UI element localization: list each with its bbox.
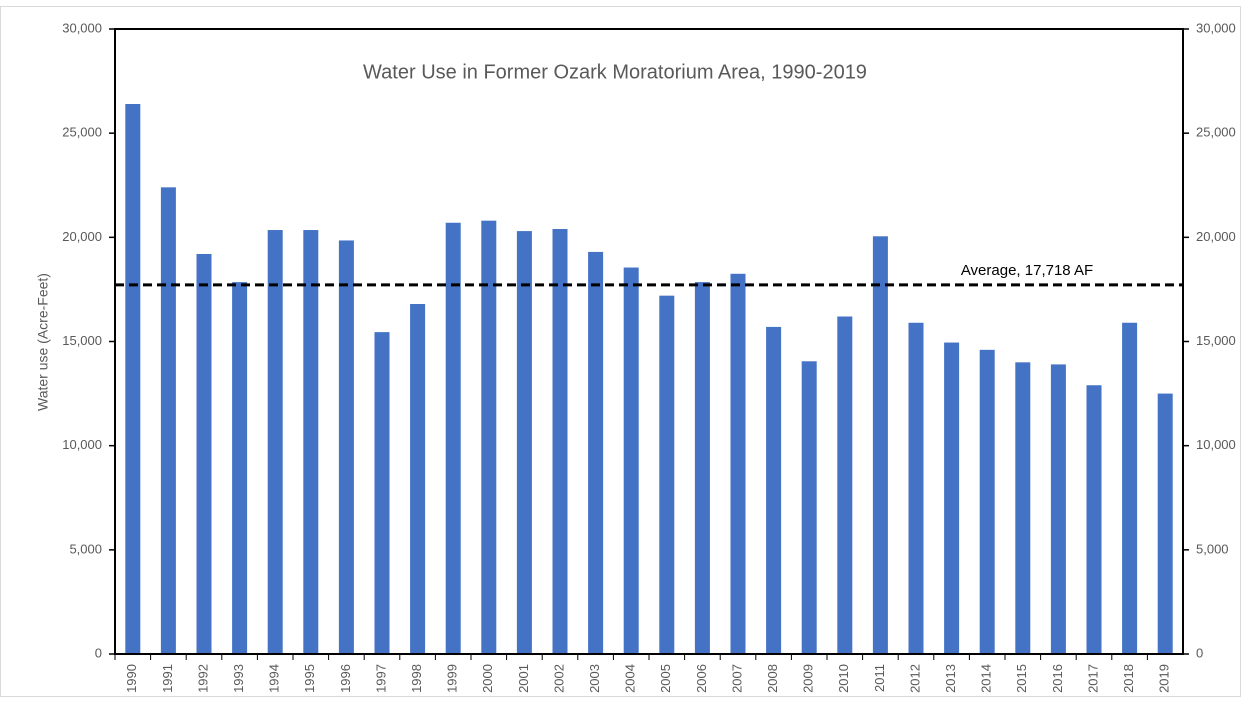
bar	[410, 304, 426, 654]
y-tick-label: 5,000	[69, 541, 102, 556]
x-tick-label: 2012	[907, 664, 922, 693]
bar	[979, 349, 995, 654]
y-tick-label: 10,000	[62, 437, 102, 452]
bar	[516, 231, 532, 655]
x-tick-label: 1999	[445, 664, 460, 693]
x-tick-label: 1993	[231, 664, 246, 693]
bar	[766, 326, 782, 654]
bar	[1015, 362, 1031, 654]
x-tick-label: 1996	[338, 664, 353, 693]
x-tick-label: 2001	[516, 664, 531, 693]
y-tick-label: 25,000	[62, 125, 102, 140]
y-axis-label: Water use (Acre-Feet)	[35, 273, 51, 411]
x-tick-label: 2004	[623, 664, 638, 693]
bar	[232, 282, 248, 654]
x-tick-label: 2000	[480, 664, 495, 693]
bar	[196, 254, 212, 654]
y2-tick-label: 20,000	[1196, 229, 1236, 244]
y2-tick-label: 25,000	[1196, 125, 1236, 140]
x-tick-label: 2017	[1085, 664, 1100, 693]
bar	[374, 332, 390, 654]
bar	[837, 316, 853, 654]
x-tick-label: 2005	[658, 664, 673, 693]
average-label: Average, 17,718 AF	[961, 262, 1093, 279]
x-tick-label: 2010	[836, 664, 851, 693]
x-tick-label: 2019	[1157, 664, 1172, 693]
y2-tick-label: 15,000	[1196, 333, 1236, 348]
bar	[552, 229, 568, 654]
bar	[125, 104, 141, 654]
bar	[694, 282, 710, 654]
bar	[1050, 364, 1066, 654]
x-tick-label: 2007	[729, 664, 744, 693]
x-tick-label: 2006	[694, 664, 709, 693]
bar	[160, 187, 176, 655]
bar	[872, 236, 888, 654]
x-tick-label: 2014	[979, 664, 994, 693]
plot-border	[114, 28, 1184, 655]
x-tick-label: 2003	[587, 664, 602, 693]
x-tick-label: 2016	[1050, 664, 1065, 693]
x-tick-label: 2018	[1121, 664, 1136, 693]
x-tick-label: 1997	[373, 664, 388, 693]
x-tick-label: 1992	[195, 664, 210, 693]
bar	[267, 230, 283, 654]
chart-title: Water Use in Former Ozark Moratorium Are…	[363, 61, 867, 83]
y2-tick-label: 10,000	[1196, 437, 1236, 452]
bar	[1157, 393, 1173, 654]
x-tick-label: 2009	[801, 664, 816, 693]
x-tick-label: 1991	[160, 664, 175, 693]
x-tick-label: 2008	[765, 664, 780, 693]
bar	[730, 273, 746, 654]
x-tick-label: 2011	[872, 664, 887, 692]
x-tick-label: 2013	[943, 664, 958, 693]
bar	[801, 361, 817, 654]
bar	[588, 251, 604, 654]
bar	[908, 322, 924, 654]
x-tick-label: 2015	[1014, 664, 1029, 693]
y-tick-label: 20,000	[62, 229, 102, 244]
bar	[303, 230, 319, 654]
y2-tick-label: 0	[1196, 645, 1203, 660]
x-tick-label: 1990	[124, 664, 139, 693]
bar	[1122, 322, 1138, 654]
bar	[1086, 385, 1102, 654]
bar	[623, 267, 639, 654]
x-tick-label: 1994	[267, 664, 282, 693]
x-tick-label: 1998	[409, 664, 424, 693]
y-tick-label: 15,000	[62, 333, 102, 348]
bar	[944, 342, 960, 654]
y-tick-label: 30,000	[62, 20, 102, 35]
bar	[338, 240, 354, 655]
bar	[659, 295, 675, 654]
chart-border	[0, 6, 1241, 697]
y-tick-label: 0	[95, 645, 102, 660]
x-tick-label: 1995	[302, 664, 317, 693]
x-tick-label: 2002	[551, 664, 566, 693]
bar	[445, 222, 461, 654]
bar	[481, 220, 497, 654]
y2-tick-label: 30,000	[1196, 20, 1236, 35]
y2-tick-label: 5,000	[1196, 541, 1229, 556]
